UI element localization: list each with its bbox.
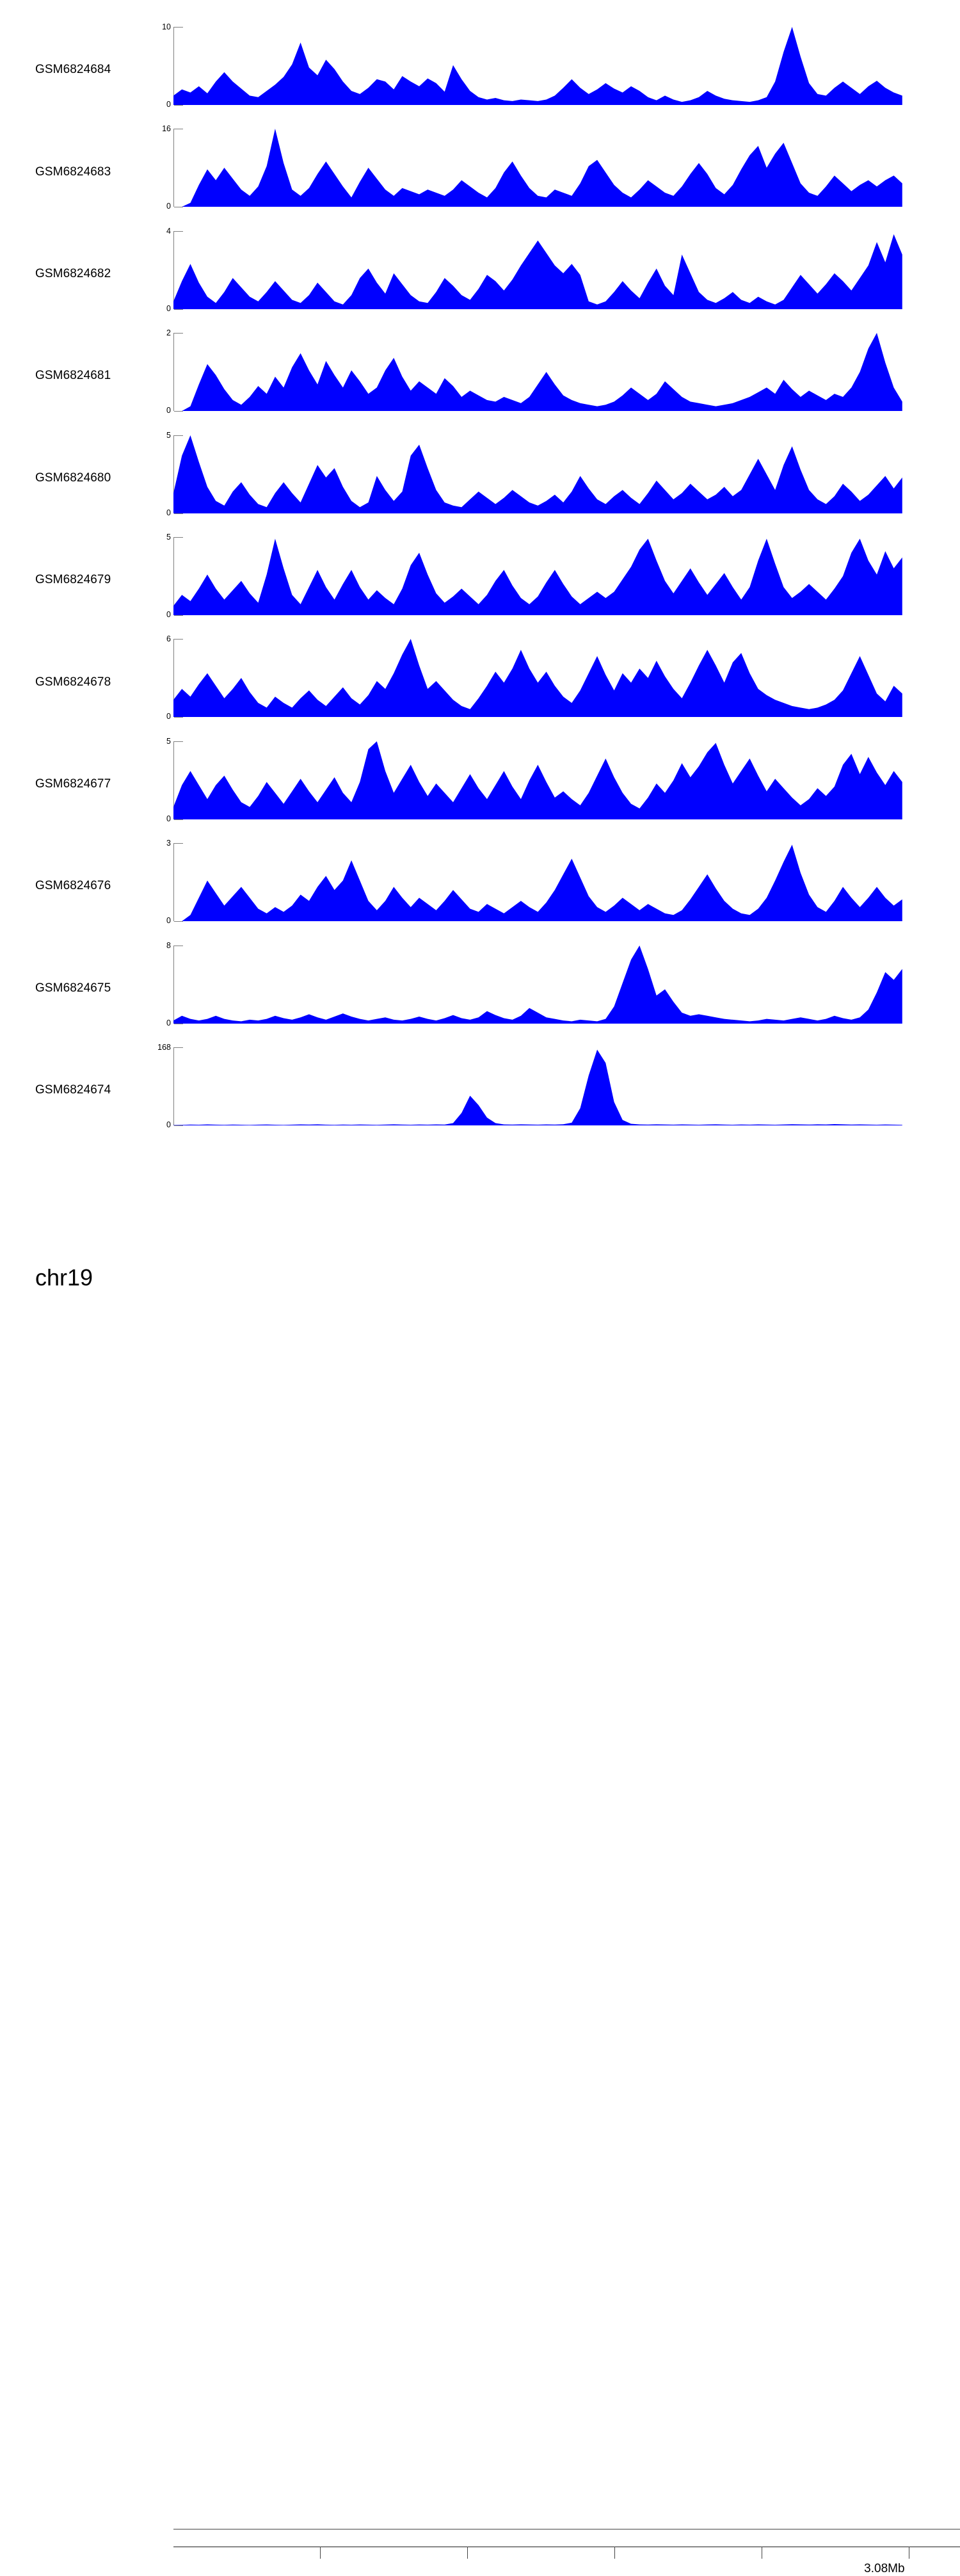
coverage-area <box>173 27 902 105</box>
track-coverage-plot <box>173 1047 911 1125</box>
track-coverage-plot <box>173 435 911 513</box>
track-sample-label: GSM6824676 <box>35 879 111 893</box>
y-axis-min-tick <box>174 1125 183 1126</box>
coverage-area <box>173 1049 902 1125</box>
track-coverage-plot <box>173 231 911 309</box>
y-axis-max-label: 168 <box>157 1043 171 1052</box>
genome-coordinate-axis: 3.08Mb <box>0 1255 960 2575</box>
track-sample-label: GSM6824682 <box>35 266 111 280</box>
y-axis-min-label: 0 <box>166 610 171 619</box>
y-axis-max-tick <box>174 1047 183 1048</box>
track-sample-label: GSM6824680 <box>35 471 111 485</box>
y-axis-max-label: 8 <box>166 940 171 950</box>
y-axis-min-tick <box>174 513 183 514</box>
y-axis-max-tick <box>174 741 183 742</box>
chromosome-label: chr19 <box>35 1264 93 1291</box>
track-coverage-plot <box>173 843 911 922</box>
y-axis-max-tick <box>174 639 183 640</box>
y-axis-min-label: 0 <box>166 406 171 415</box>
genome-axis-tick <box>614 2547 615 2559</box>
coverage-area <box>173 129 902 207</box>
y-axis-max-label: 2 <box>166 328 171 338</box>
track-coverage-plot <box>173 27 911 105</box>
y-axis-min-label: 0 <box>166 508 171 517</box>
track-y-axis: 10 0 <box>162 23 183 108</box>
y-axis-max-label: 5 <box>166 533 171 542</box>
y-axis-min-label: 0 <box>166 100 171 109</box>
track-sample-label: GSM6824677 <box>35 777 111 791</box>
y-axis-min-tick <box>174 105 183 106</box>
y-axis-max-tick <box>174 230 183 232</box>
y-axis-min-tick <box>174 615 183 616</box>
track-sample-label: GSM6824675 <box>35 981 111 995</box>
y-axis-max-tick <box>174 333 183 334</box>
track-coverage-plot <box>173 129 911 207</box>
track-sample-label: GSM6824674 <box>35 1083 111 1097</box>
track-coverage-plot <box>173 945 911 1024</box>
y-axis-max-label: 10 <box>162 22 171 31</box>
genome-axis-tick <box>319 2547 321 2559</box>
y-axis-min-label: 0 <box>166 814 171 823</box>
y-axis-min-label: 0 <box>166 202 171 211</box>
y-axis-max-label: 4 <box>166 226 171 236</box>
y-axis-max-label: 5 <box>166 430 171 440</box>
track-sample-label: GSM6824681 <box>35 369 111 383</box>
track-coverage-plot <box>173 537 911 615</box>
genome-ideogram-line <box>173 2529 960 2530</box>
coverage-area <box>173 844 902 922</box>
coverage-area <box>173 435 902 513</box>
coverage-area <box>173 538 902 615</box>
track-y-axis: 16 0 <box>162 125 183 210</box>
track-sample-label: GSM6824678 <box>35 675 111 689</box>
y-axis-min-label: 0 <box>166 1018 171 1027</box>
y-axis-max-tick <box>174 435 183 436</box>
track-coverage-plot <box>173 333 911 412</box>
coverage-area <box>173 333 902 412</box>
track-y-axis: 168 0 <box>157 1043 183 1129</box>
coverage-area <box>173 639 902 718</box>
y-axis-min-tick <box>174 921 183 922</box>
y-axis-min-tick <box>174 411 183 412</box>
genome-coordinate-label: 3.08Mb <box>864 2562 905 2575</box>
y-axis-max-label: 3 <box>166 839 171 848</box>
y-axis-min-tick <box>174 717 183 718</box>
track-coverage-plot <box>173 639 911 718</box>
y-axis-max-tick <box>174 27 183 28</box>
y-axis-max-label: 6 <box>166 634 171 644</box>
coverage-area <box>173 945 902 1024</box>
genome-browser-figure: GSM6824684 10 0 GSM6824683 16 0 GSM6824682 4 0 GS… <box>0 23 960 2575</box>
y-axis-min-tick <box>174 819 183 820</box>
genome-axis-tick <box>467 2547 468 2559</box>
coverage-area <box>173 741 902 819</box>
y-axis-min-tick <box>174 309 183 310</box>
track-sample-label: GSM6824679 <box>35 573 111 587</box>
y-axis-min-label: 0 <box>166 303 171 313</box>
y-axis-max-tick <box>174 537 183 538</box>
y-axis-min-label: 0 <box>166 712 171 721</box>
track-sample-label: GSM6824683 <box>35 165 111 179</box>
track-sample-label: GSM6824684 <box>35 63 111 77</box>
y-axis-min-label: 0 <box>166 1120 171 1129</box>
track-coverage-plot <box>173 741 911 819</box>
coverage-area <box>173 234 902 309</box>
y-axis-min-label: 0 <box>166 916 171 926</box>
y-axis-max-label: 16 <box>162 124 171 134</box>
y-axis-max-label: 5 <box>166 736 171 746</box>
y-axis-max-tick <box>174 843 183 844</box>
